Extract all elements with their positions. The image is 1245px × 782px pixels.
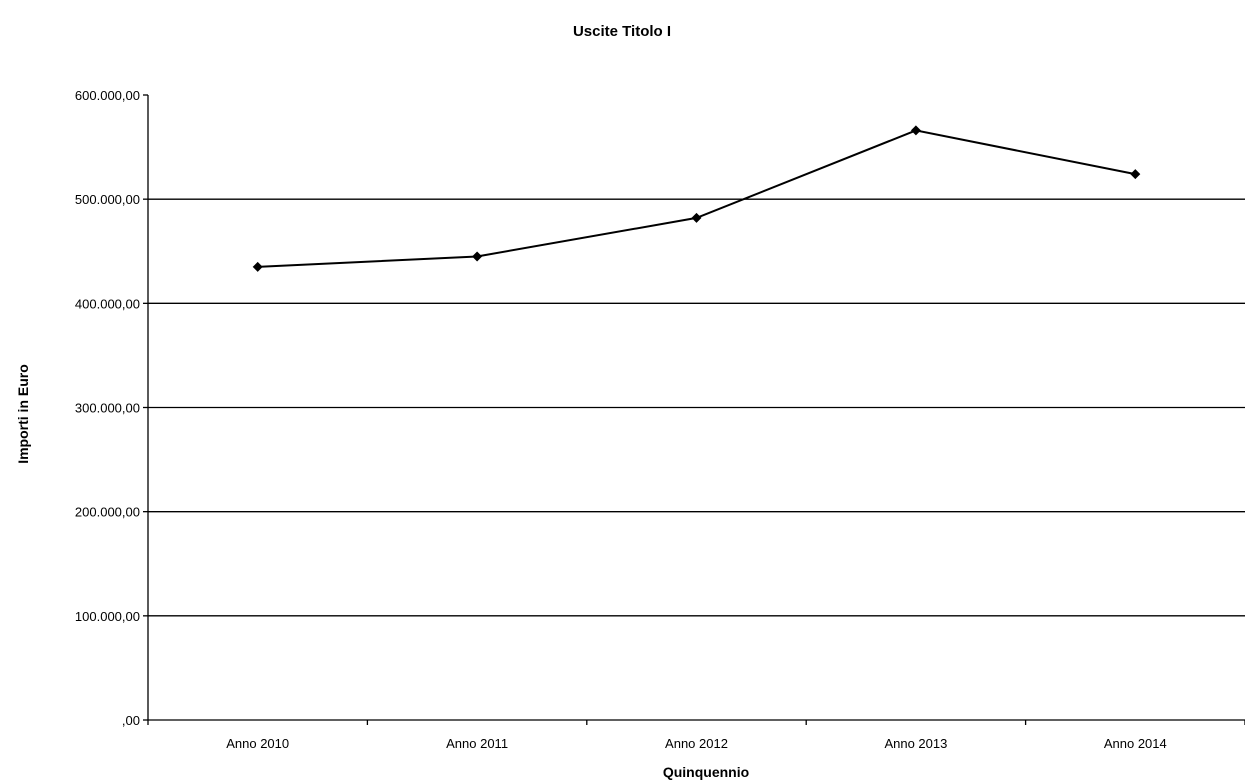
y-axis-ticks: ,00 100.000,00 200.000,00 300.000,00 400.000… (75, 88, 148, 728)
y-tick-label: 400.000,00 (75, 296, 140, 311)
y-tick-label: ,00 (122, 713, 140, 728)
y-tick-label: 100.000,00 (75, 609, 140, 624)
x-axis-ticks: Anno 2010 Anno 2011 Anno 2012 Anno 2013 Anno… (147, 720, 1245, 751)
data-point-marker (910, 125, 921, 136)
y-tick-label: 600.000,00 (75, 88, 140, 103)
y-tick-label: 500.000,00 (75, 192, 140, 207)
series-layer (252, 125, 1141, 272)
chart-title: Uscite Titolo I (573, 23, 671, 40)
x-tick-label: Anno 2013 (884, 736, 947, 751)
x-tick-label: Anno 2012 (665, 736, 728, 751)
y-axis-title: Importi in Euro (15, 364, 31, 464)
data-point-marker (252, 261, 263, 272)
x-tick-label: Anno 2010 (226, 736, 289, 751)
x-tick-label: Anno 2011 (446, 736, 508, 751)
gridlines (148, 198, 1245, 617)
data-point-marker (691, 212, 702, 223)
x-tick-label: Anno 2014 (1104, 736, 1167, 751)
data-point-marker (1130, 169, 1141, 180)
y-tick-label: 200.000,00 (75, 505, 140, 520)
x-axis-title: Quinquennio (663, 764, 749, 780)
y-tick-label: 300.000,00 (75, 401, 140, 416)
data-point-marker (472, 251, 483, 262)
